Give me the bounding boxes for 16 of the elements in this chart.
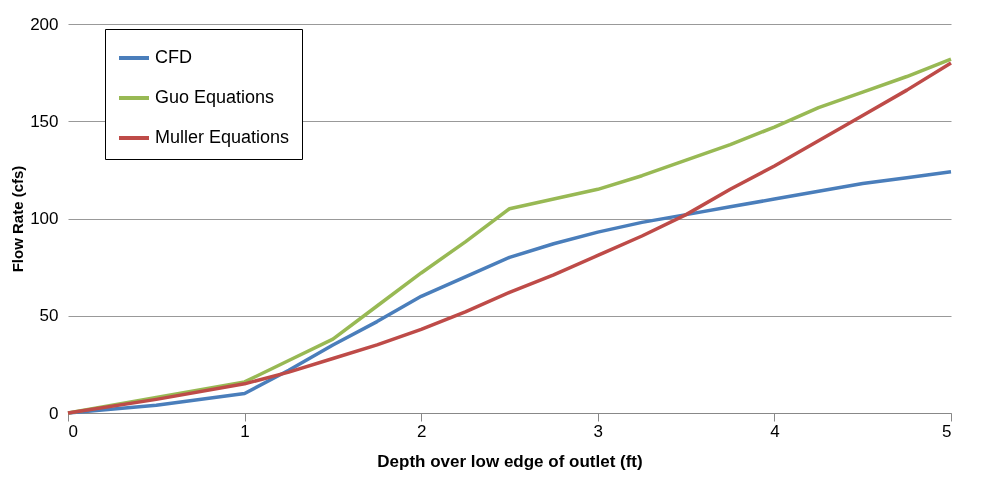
legend-label: CFD (155, 47, 192, 67)
y-tick-label: 0 (49, 403, 59, 423)
x-tick-label: 3 (593, 421, 604, 441)
y-axis-title: Flow Rate (cfs) (9, 165, 27, 273)
y-tick-label: 150 (30, 111, 59, 131)
x-tick-label: 0 (68, 421, 78, 441)
y-tick-label: 50 (39, 306, 59, 326)
legend-label: Muller Equations (155, 127, 290, 147)
legend-label: Guo Equations (155, 87, 275, 107)
y-tick-label: 200 (30, 14, 59, 34)
x-tick-label: 5 (942, 421, 952, 441)
x-axis-title: Depth over low edge of outlet (ft) (377, 451, 643, 471)
x-tick-label: 1 (240, 421, 250, 441)
x-tick-label: 2 (416, 421, 427, 441)
x-tick-label: 4 (770, 421, 780, 441)
y-tick-label: 100 (30, 209, 59, 228)
